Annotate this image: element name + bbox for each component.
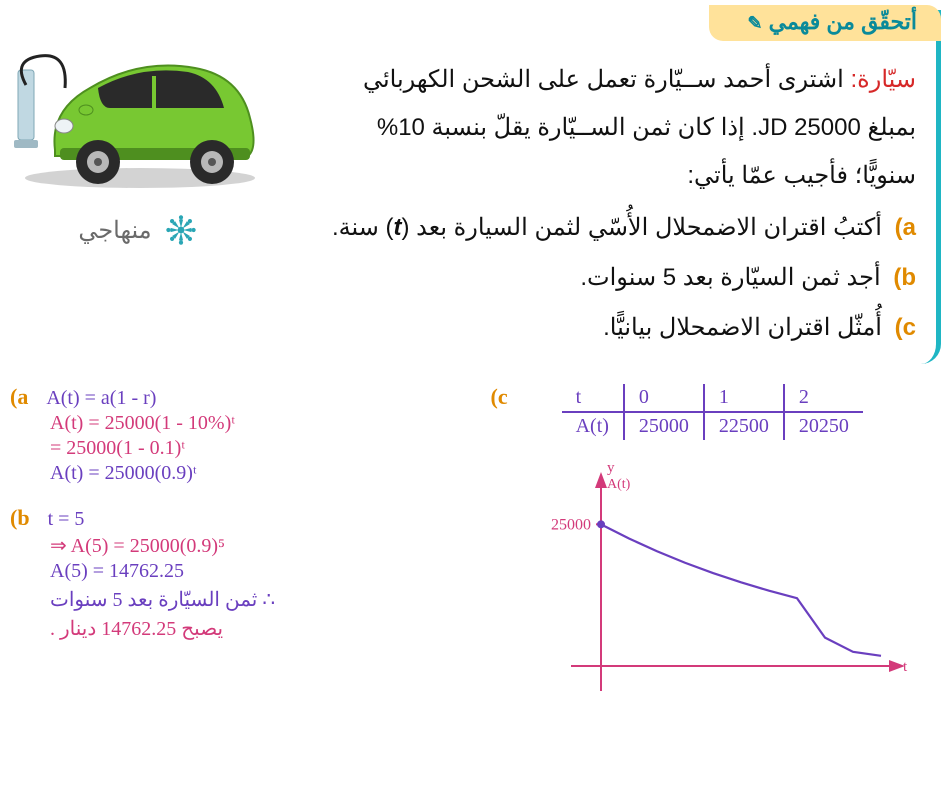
flower-icon bbox=[160, 209, 202, 251]
answer-b: (b t = 5 ⇒ A(5) = 25000(0.9)⁵ A(5) = 147… bbox=[10, 505, 461, 643]
question-b-label: b) bbox=[893, 264, 916, 291]
answer-a-label: (a bbox=[10, 384, 28, 409]
svg-text:t = x: t = x bbox=[903, 659, 911, 675]
answer-b-line-3: A(5) = 14762.25 bbox=[50, 560, 461, 583]
header-title: أتحقّق من فهمي bbox=[769, 9, 917, 34]
question-a-label: a) bbox=[895, 214, 916, 241]
svg-text:25000: 25000 bbox=[551, 516, 591, 533]
answers-right-column: (c t 0 1 2 A(t) 25000 22500 20250 bbox=[491, 384, 942, 711]
problem-container: ✎ أتحقّق من فهمي bbox=[10, 10, 941, 364]
answer-b-line-2: ⇒ A(5) = 25000(0.9)⁵ bbox=[50, 533, 461, 558]
answer-a-line-2: = 25000(1 - 0.1)ᵗ bbox=[50, 437, 461, 460]
answer-c-table: t 0 1 2 A(t) 25000 22500 20250 bbox=[562, 384, 863, 440]
answer-a-line-3: A(t) = 25000(0.9)ᵗ bbox=[50, 462, 461, 485]
lead-word: سيّارة: bbox=[851, 66, 917, 93]
question-c-label: c) bbox=[895, 314, 916, 341]
table-row-values: A(t) 25000 22500 20250 bbox=[562, 412, 863, 440]
answer-b-line-5: يصبح 14762.25 دينار . bbox=[50, 616, 223, 641]
answers-left-column: (a A(t) = a(1 - r) A(t) = 25000(1 - 10%)… bbox=[10, 384, 461, 711]
section-header: ✎ أتحقّق من فهمي bbox=[709, 5, 941, 41]
logo-text: منهاجي bbox=[78, 216, 151, 245]
question-b: b) أجد ثمن السيّارة بعد 5 سنوات. bbox=[20, 254, 916, 302]
illustration-block: منهاجي bbox=[10, 30, 270, 251]
car-illustration bbox=[10, 30, 270, 200]
answer-c: (c t 0 1 2 A(t) 25000 22500 20250 bbox=[491, 384, 942, 711]
handwritten-answers: (a A(t) = a(1 - r) A(t) = 25000(1 - 10%)… bbox=[10, 384, 941, 711]
table-row-header: t 0 1 2 bbox=[562, 384, 863, 412]
pencil-icon: ✎ bbox=[747, 13, 762, 33]
answer-a: (a A(t) = a(1 - r) A(t) = 25000(1 - 10%)… bbox=[10, 384, 461, 485]
svg-text:y: y bbox=[607, 460, 615, 476]
answer-b-line-4: ∴ ثمن السيّارة بعد 5 سنوات bbox=[50, 587, 275, 612]
question-c: c) أُمثّل اقتران الاضمحلال بيانيًّا. bbox=[20, 304, 916, 352]
answer-b-label: (b bbox=[10, 505, 30, 530]
answer-b-line-1: t = 5 bbox=[48, 508, 85, 530]
watermark-logo: منهاجي bbox=[10, 209, 270, 251]
svg-text:A(t): A(t) bbox=[607, 477, 631, 492]
answer-c-label: (c bbox=[491, 384, 508, 409]
answer-a-line-1: A(t) = 25000(1 - 10%)ᵗ bbox=[50, 412, 461, 435]
answer-a-line-0: A(t) = a(1 - r) bbox=[46, 387, 156, 409]
decay-chart: 25000 yA(t) t = x bbox=[531, 456, 942, 711]
